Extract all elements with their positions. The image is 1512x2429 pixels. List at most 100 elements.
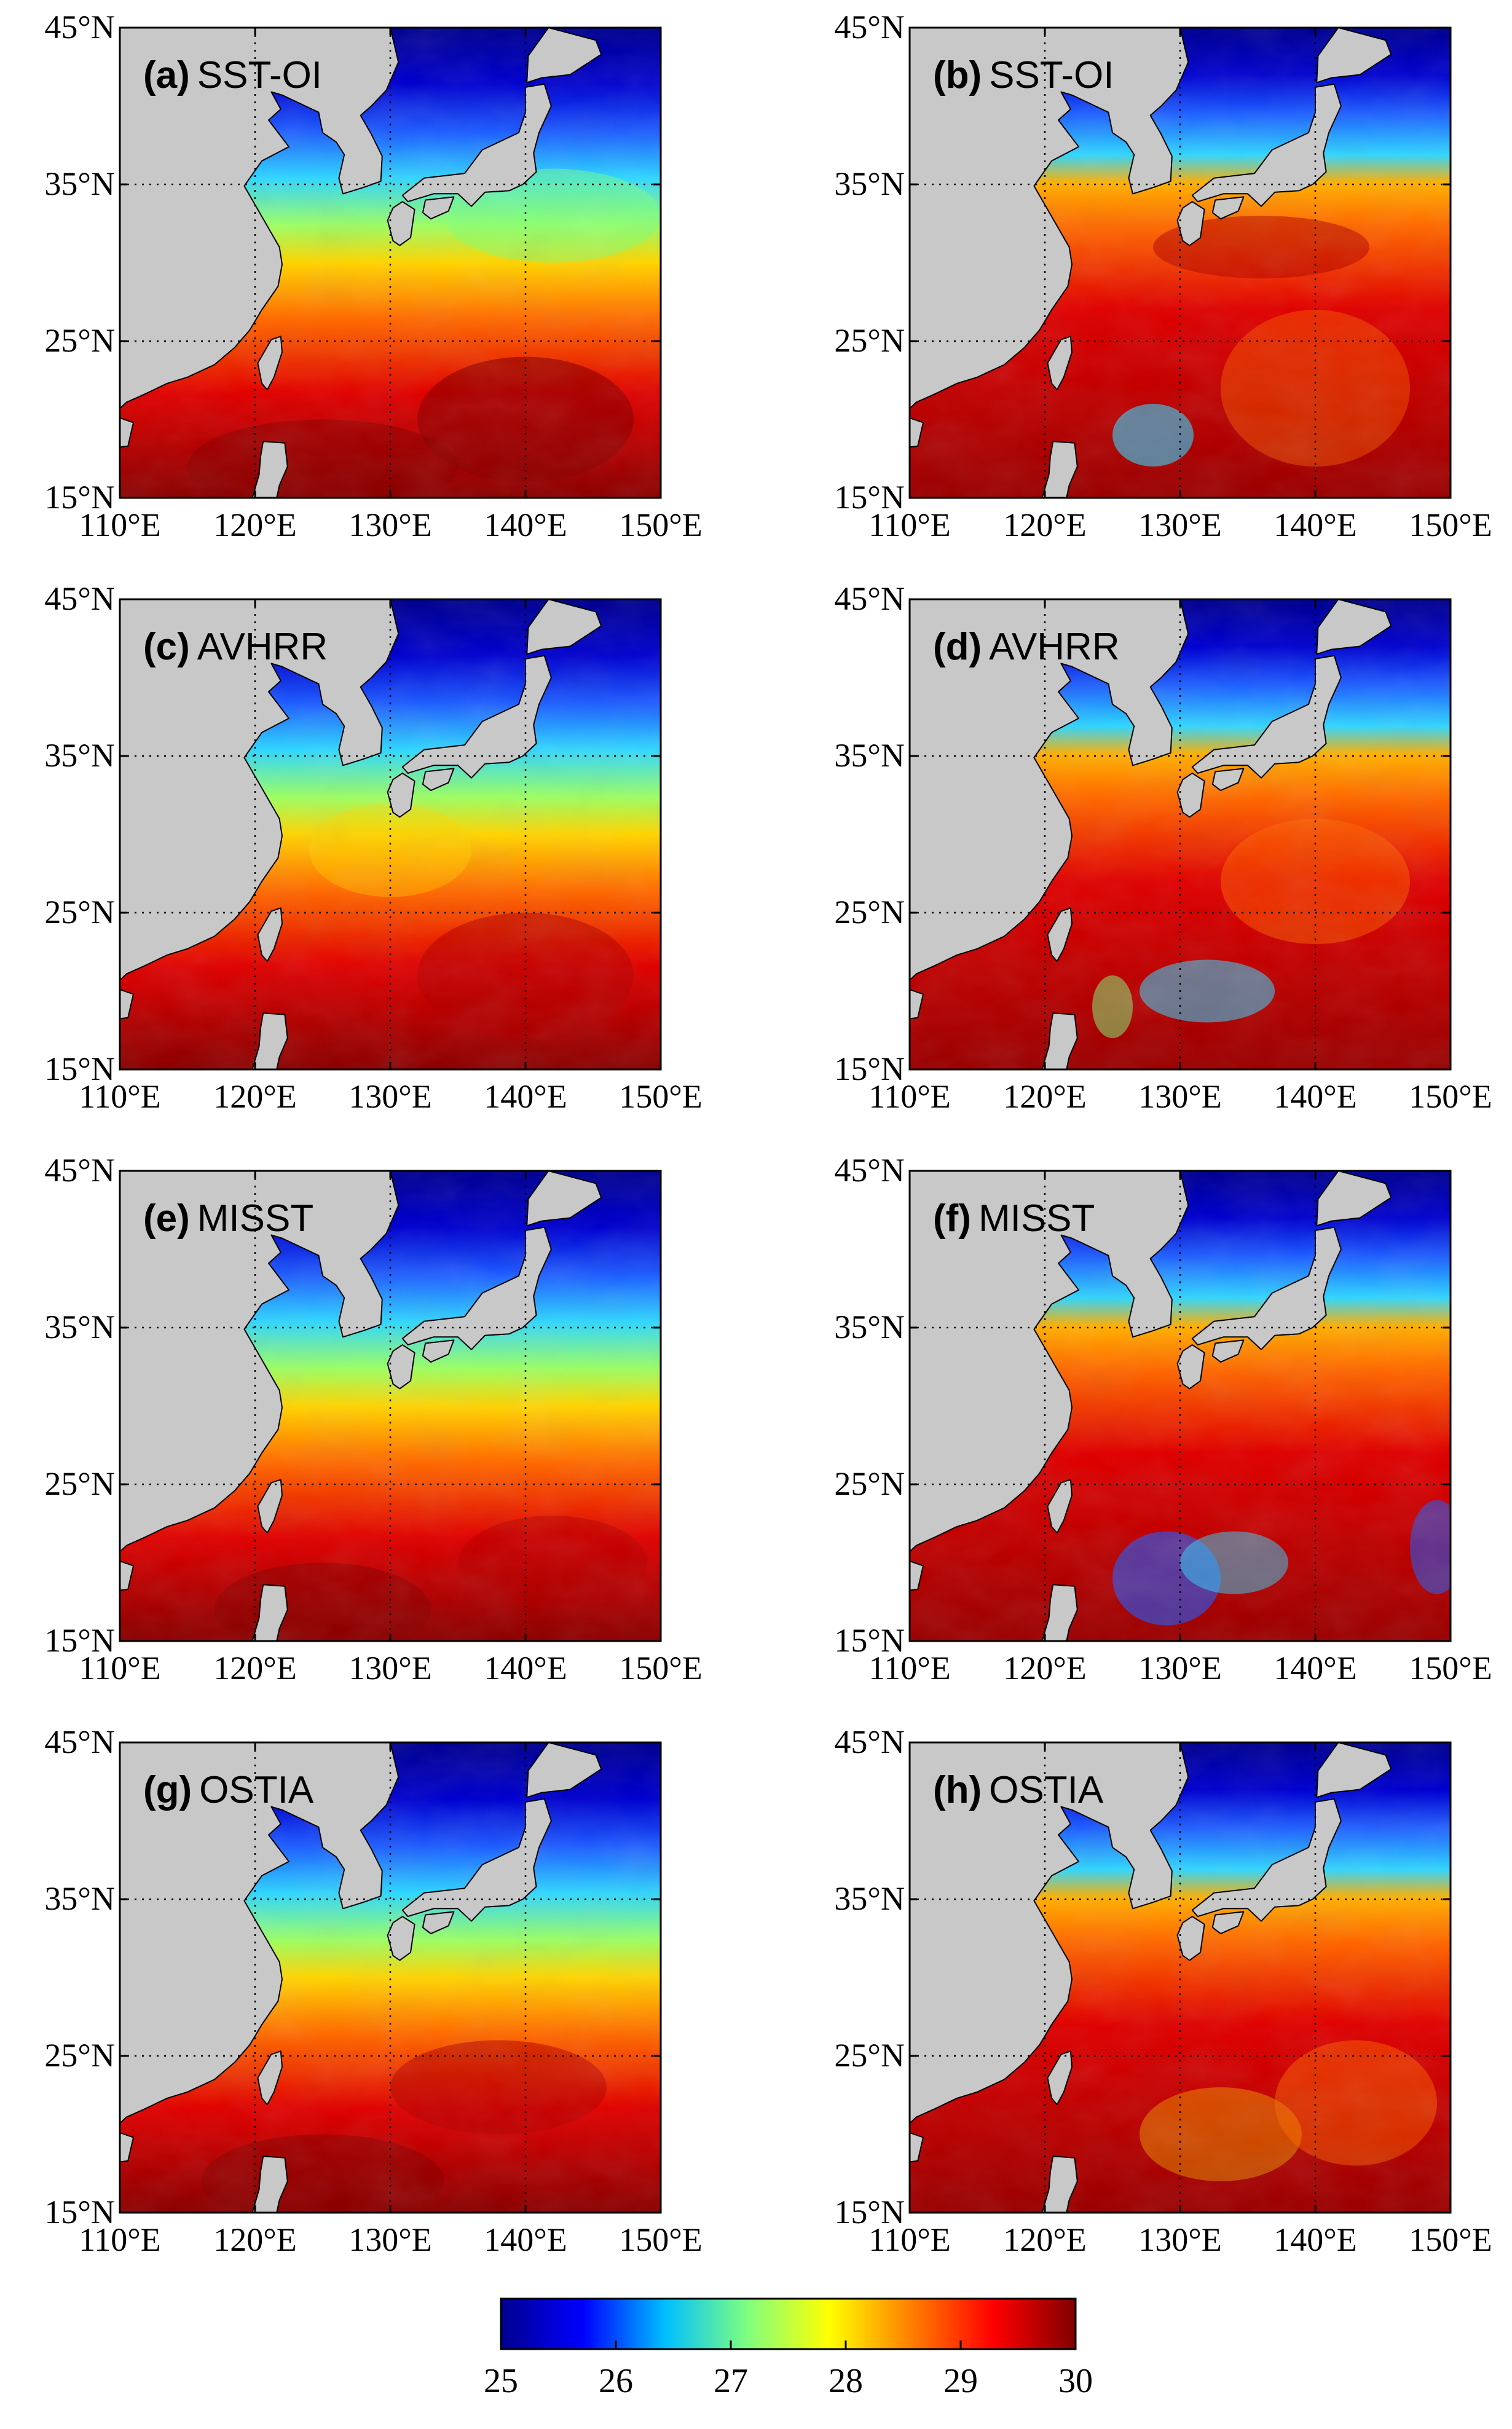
- panel-tag: (e): [143, 1197, 190, 1240]
- lat-tick-label: 35°N: [44, 165, 115, 202]
- land-mass: [1211, 1339, 1245, 1363]
- panel-tag: (b): [933, 54, 982, 96]
- land-mass: [401, 1226, 552, 1350]
- land-mass: [526, 1742, 602, 1798]
- land-mass: [387, 201, 415, 246]
- land-mass: [910, 1742, 1189, 2124]
- land-mass: [1047, 2050, 1073, 2106]
- lon-tick-label: 120°E: [213, 1078, 297, 1115]
- lon-tick-label: 120°E: [213, 506, 297, 543]
- colorbar-tick-label: 30: [1058, 2362, 1093, 2400]
- land-mass: [251, 2155, 288, 2213]
- lon-tick-label: 150°E: [619, 1078, 703, 1115]
- land-mass: [1176, 773, 1205, 818]
- lon-tick-label: 130°E: [1138, 506, 1222, 543]
- colorbar: 25 26 27 28 29 30: [484, 2297, 1093, 2400]
- panel-dataset-name: AVHRR: [989, 626, 1119, 668]
- land-mass: [120, 1560, 134, 1591]
- lat-tick-label: 15°N: [44, 1050, 115, 1087]
- lat-tick-label: 45°N: [834, 9, 905, 45]
- panel-dataset-name: SST-OI: [989, 54, 1114, 96]
- lat-tick-label: 25°N: [834, 1465, 905, 1502]
- land-mass: [387, 1916, 415, 1961]
- land-mass: [1211, 196, 1245, 220]
- lat-tick-label: 25°N: [44, 322, 115, 359]
- land-mass: [1041, 441, 1078, 498]
- land-mass: [387, 773, 415, 818]
- lon-tick-label: 130°E: [348, 506, 432, 543]
- panel-title: (b) SST-OI: [933, 54, 1114, 96]
- land-mass: [1339, 599, 1356, 600]
- lon-tick-label: 120°E: [1003, 2221, 1087, 2258]
- lat-tick-label: 45°N: [834, 1723, 905, 1760]
- lon-tick-label: 140°E: [1274, 506, 1357, 543]
- land-mass: [1191, 655, 1342, 779]
- lon-tick-label: 130°E: [1138, 2221, 1222, 2258]
- lon-tick-label: 110°E: [868, 1650, 951, 1687]
- lat-tick-label: 25°N: [834, 2037, 905, 2074]
- lat-tick-label: 45°N: [44, 580, 115, 617]
- lat-tick-label: 15°N: [44, 1622, 115, 1659]
- lat-tick-label: 35°N: [44, 1880, 115, 1917]
- land-mass: [120, 1742, 400, 2124]
- lon-tick-label: 150°E: [1409, 506, 1492, 543]
- land-mass: [251, 1584, 288, 1641]
- lat-tick-label: 45°N: [44, 1723, 115, 1760]
- panel-dataset-name: MISST: [197, 1197, 313, 1240]
- lon-tick-label: 120°E: [1003, 1650, 1087, 1687]
- panel-title: (c) AVHRR: [143, 626, 328, 668]
- lat-tick-label: 45°N: [44, 1152, 115, 1189]
- land-mass: [910, 1560, 924, 1591]
- lon-tick-label: 130°E: [348, 1078, 432, 1115]
- lat-tick-label: 15°N: [834, 1622, 905, 1659]
- colorbar-tick-label: 25: [484, 2362, 518, 2400]
- lat-tick-label: 15°N: [834, 2194, 905, 2230]
- lon-tick-label: 110°E: [868, 2221, 951, 2258]
- land-mass: [526, 1171, 602, 1227]
- land-mass: [401, 83, 552, 207]
- land-mass: [120, 417, 134, 448]
- lat-tick-label: 15°N: [44, 479, 115, 516]
- lon-tick-label: 140°E: [484, 1078, 567, 1115]
- lat-tick-label: 35°N: [44, 737, 115, 774]
- lat-tick-label: 25°N: [44, 894, 115, 931]
- lon-tick-label: 110°E: [79, 1650, 161, 1687]
- lon-tick-label: 130°E: [1138, 1078, 1222, 1115]
- lat-tick-label: 25°N: [44, 2037, 115, 2074]
- lon-tick-label: 130°E: [348, 2221, 432, 2258]
- land-mass: [550, 12, 566, 28]
- land-mass: [1191, 1798, 1342, 1922]
- lon-tick-label: 120°E: [213, 1650, 297, 1687]
- lat-tick-label: 15°N: [834, 1050, 905, 1087]
- land-mass: [1316, 28, 1392, 84]
- land-mass: [422, 1339, 455, 1363]
- land-mass: [1316, 599, 1392, 655]
- land-mass: [910, 28, 1189, 409]
- land-mass: [1047, 907, 1073, 963]
- lat-tick-label: 25°N: [834, 322, 905, 359]
- land-mass: [1041, 1012, 1078, 1069]
- land-mass: [257, 907, 283, 963]
- land-mass: [1340, 12, 1356, 28]
- panel-tag: (c): [143, 626, 190, 668]
- lon-tick-label: 140°E: [484, 2221, 567, 2258]
- lat-tick-label: 35°N: [44, 1309, 115, 1345]
- land-mass: [257, 2050, 283, 2106]
- land-mass: [251, 1012, 288, 1069]
- lon-tick-label: 150°E: [619, 2221, 703, 2258]
- land-mass: [120, 28, 400, 409]
- lon-tick-label: 140°E: [1274, 1078, 1357, 1115]
- lon-tick-label: 110°E: [79, 506, 161, 543]
- land-mass: [251, 441, 288, 498]
- land-mass: [1176, 1344, 1205, 1390]
- panel-title: (g) OSTIA: [143, 1769, 314, 1811]
- panel-tag: (g): [143, 1769, 192, 1811]
- lon-tick-label: 150°E: [1409, 1650, 1492, 1687]
- lat-tick-label: 15°N: [44, 2194, 115, 2230]
- land-mass: [1047, 1479, 1073, 1534]
- panel-dataset-name: AVHRR: [197, 626, 328, 668]
